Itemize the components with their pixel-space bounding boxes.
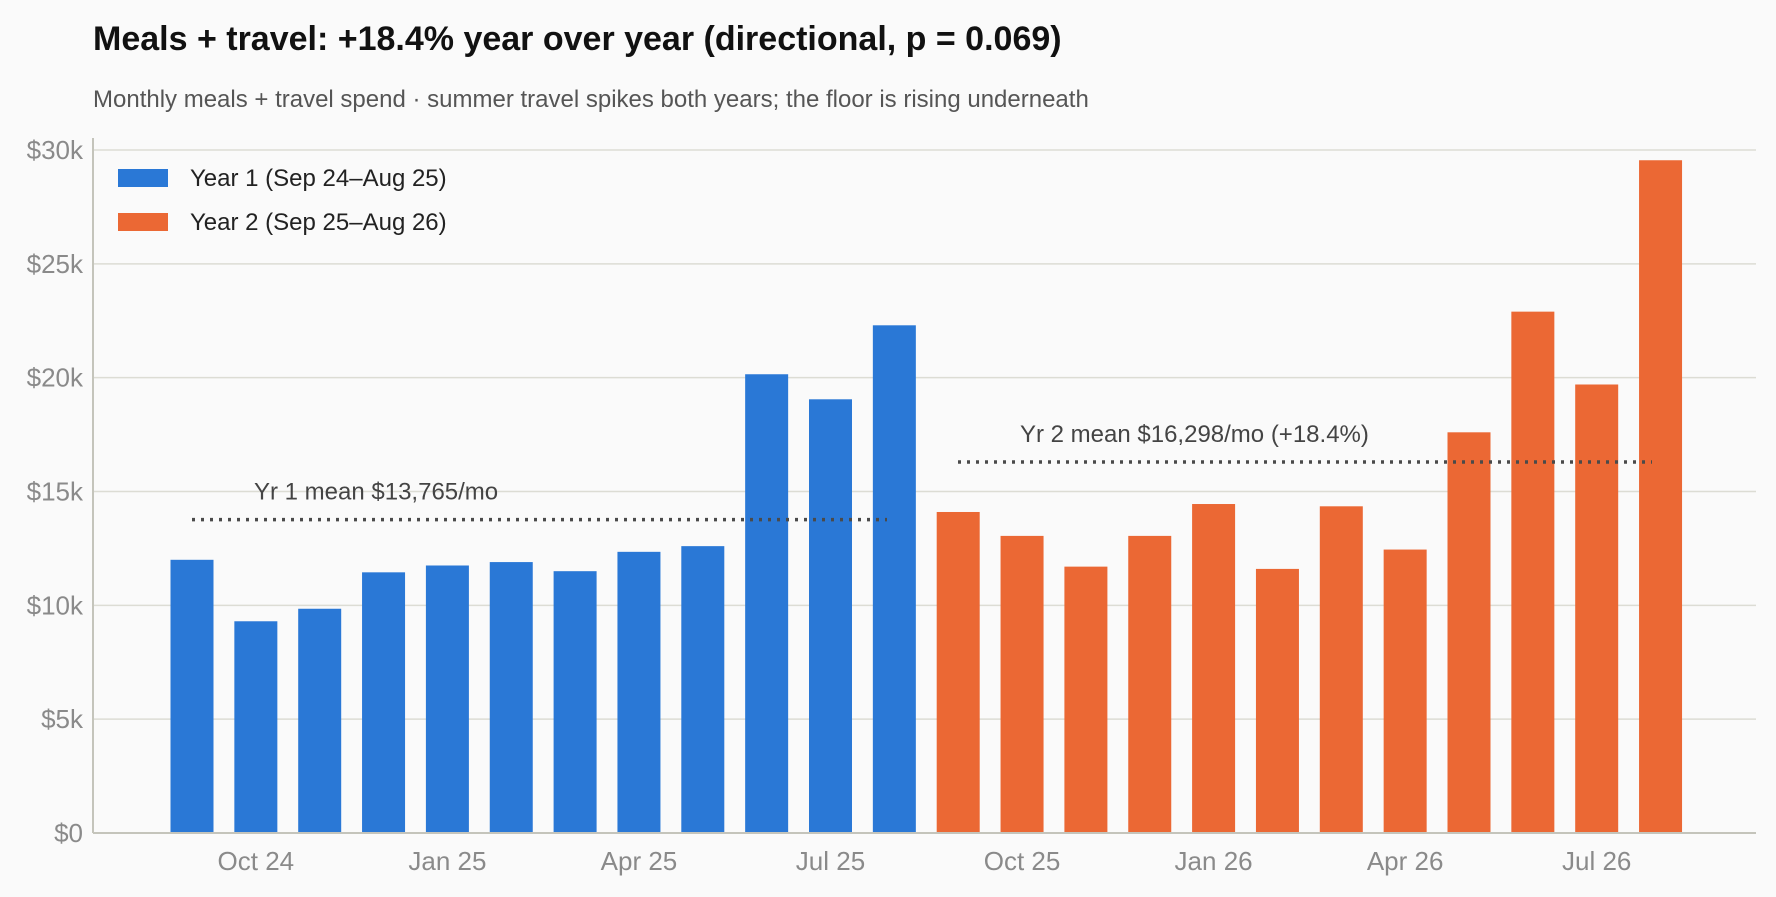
- chart-title: Meals + travel: +18.4% year over year (d…: [93, 20, 1062, 58]
- legend-label-series-1: Year 1 (Sep 24–Aug 25): [190, 165, 447, 192]
- x-tick-label: Oct 24: [218, 846, 295, 876]
- bar-series-1: [425, 565, 469, 833]
- bar-series-1: [362, 572, 406, 833]
- mean-label-series-2: Yr 2 mean $16,298/mo (+18.4%): [1020, 421, 1369, 448]
- x-tick-label: Jan 25: [408, 846, 486, 876]
- bar-series-1: [872, 325, 916, 833]
- bar-series-2: [1447, 432, 1491, 833]
- bar-series-1: [681, 546, 725, 833]
- bar-series-1: [745, 374, 789, 833]
- y-tick-label: $15k: [27, 477, 84, 507]
- bar-series-1: [489, 562, 533, 833]
- x-tick-label: Apr 25: [601, 846, 678, 876]
- bar-series-2: [1000, 535, 1044, 833]
- bar-series-2: [1511, 311, 1555, 834]
- y-tick-label: $25k: [27, 249, 84, 279]
- x-tick-label: Jul 25: [796, 846, 865, 876]
- bar-series-1: [809, 399, 852, 833]
- y-tick-label: $0: [54, 818, 83, 848]
- x-tick-label: Jul 26: [1562, 846, 1631, 876]
- bar-series-2: [1255, 568, 1299, 833]
- x-tick-label: Apr 26: [1367, 846, 1444, 876]
- mean-label-series-1: Yr 1 mean $13,765/mo: [254, 479, 498, 506]
- bar-series-1: [234, 621, 278, 833]
- y-axis-ticks: $0 $5k $10k $15k $20k $25k $30k: [27, 135, 84, 848]
- bar-series-1: [298, 608, 342, 833]
- bar-series-2: [1575, 384, 1619, 833]
- bar-series-2: [936, 511, 980, 833]
- y-tick-label: $20k: [27, 363, 84, 393]
- x-tick-label: Jan 26: [1175, 846, 1253, 876]
- legend: Year 1 (Sep 24–Aug 25) Year 2 (Sep 25–Aug…: [118, 165, 447, 236]
- bar-series-2: [1639, 160, 1683, 833]
- bar-series-1: [553, 571, 597, 833]
- x-tick-label: Oct 25: [984, 846, 1061, 876]
- bar-series-2: [1319, 506, 1363, 833]
- legend-label-series-2: Year 2 (Sep 25–Aug 26): [190, 209, 447, 236]
- y-tick-label: $30k: [27, 135, 84, 165]
- legend-swatch-series-2: [118, 213, 168, 231]
- bar-series-2: [1383, 549, 1427, 833]
- bar-series-2: [1064, 566, 1108, 833]
- axes: [92, 138, 1756, 834]
- bars: [170, 160, 1683, 834]
- bar-series-2: [1192, 504, 1236, 833]
- bar-series-2: [1128, 535, 1172, 833]
- bar-series-1: [170, 559, 214, 833]
- bar-series-1: [617, 551, 661, 833]
- x-axis-ticks: Oct 24 Jan 25 Apr 25 Jul 25 Oct 25 Jan 26 Apr …: [218, 846, 1632, 876]
- legend-swatch-series-1: [118, 169, 168, 187]
- chart-subtitle: Monthly meals + travel spend · summer tr…: [93, 86, 1089, 113]
- y-tick-label: $5k: [41, 704, 84, 734]
- mean-lines: Yr 1 mean $13,765/mo Yr 2 mean $16,298/mo…: [192, 421, 1652, 522]
- y-tick-label: $10k: [27, 590, 84, 620]
